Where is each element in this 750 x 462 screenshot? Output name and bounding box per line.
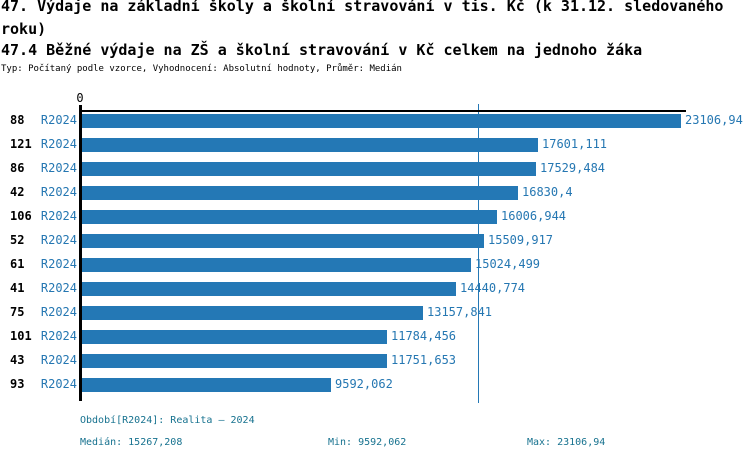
row-id-label: 61 (10, 257, 25, 271)
bar (82, 162, 536, 176)
min-stat: Min: 9592,062 (328, 437, 407, 448)
row-id-label: 93 (10, 377, 25, 391)
median-stat: Medián: 15267,208 (80, 437, 183, 448)
row-period-label: R2024 (40, 233, 77, 247)
bar (82, 330, 387, 344)
bar-value-label: 17601,111 (542, 137, 608, 151)
report-meta-line: Typ: Počítaný podle vzorce, Vyhodnocení:… (1, 64, 402, 74)
row-period-label: R2024 (40, 209, 77, 223)
report-subtitle: 47.4 Běžné výdaje na ZŠ a školní stravov… (1, 41, 643, 59)
row-period-label: R2024 (40, 257, 77, 271)
x-axis-line (79, 110, 686, 112)
bar-value-label: 9592,062 (335, 377, 393, 391)
bar-value-label: 11751,653 (391, 353, 457, 367)
row-period-label: R2024 (40, 305, 77, 319)
bar (82, 210, 497, 224)
bar-value-label: 14440,774 (460, 281, 526, 295)
row-id-label: 52 (10, 233, 25, 247)
bar (82, 378, 331, 392)
median-line (478, 104, 479, 403)
row-id-label: 101 (10, 329, 32, 343)
row-id-label: 88 (10, 113, 25, 127)
bar (82, 354, 387, 368)
row-period-label: R2024 (40, 353, 77, 367)
bar-value-label: 15024,499 (475, 257, 541, 271)
max-stat: Max: 23106,94 (527, 437, 606, 448)
bar-value-label: 13157,841 (427, 305, 493, 319)
bar (82, 258, 471, 272)
row-id-label: 42 (10, 185, 25, 199)
bar (82, 186, 518, 200)
bar-value-label: 17529,484 (540, 161, 606, 175)
bar-value-label: 15509,917 (488, 233, 554, 247)
bar (82, 234, 484, 248)
bar-value-label: 11784,456 (391, 329, 457, 343)
row-period-label: R2024 (40, 329, 77, 343)
row-period-label: R2024 (40, 137, 77, 151)
y-axis-line (79, 105, 82, 401)
bar (82, 138, 538, 152)
row-id-label: 41 (10, 281, 25, 295)
row-period-label: R2024 (40, 185, 77, 199)
row-period-label: R2024 (40, 113, 77, 127)
row-id-label: 43 (10, 353, 25, 367)
bar-value-label: 16830,4 (522, 185, 573, 199)
bar (82, 306, 423, 320)
row-period-label: R2024 (40, 377, 77, 391)
period-label: Období[R2024]: Realita – 2024 (80, 415, 255, 426)
row-id-label: 106 (10, 209, 32, 223)
row-period-label: R2024 (40, 281, 77, 295)
row-id-label: 121 (10, 137, 32, 151)
row-id-label: 86 (10, 161, 25, 175)
bar-value-label: 23106,94 (685, 113, 743, 127)
row-id-label: 75 (10, 305, 25, 319)
x-axis-zero-tick-label: 0 (76, 91, 84, 105)
bar (82, 282, 456, 296)
bar-value-label: 16006,944 (501, 209, 567, 223)
bar (82, 114, 681, 128)
row-period-label: R2024 (40, 161, 77, 175)
report-title: 47. Výdaje na základní školy a školní st… (1, 0, 724, 38)
